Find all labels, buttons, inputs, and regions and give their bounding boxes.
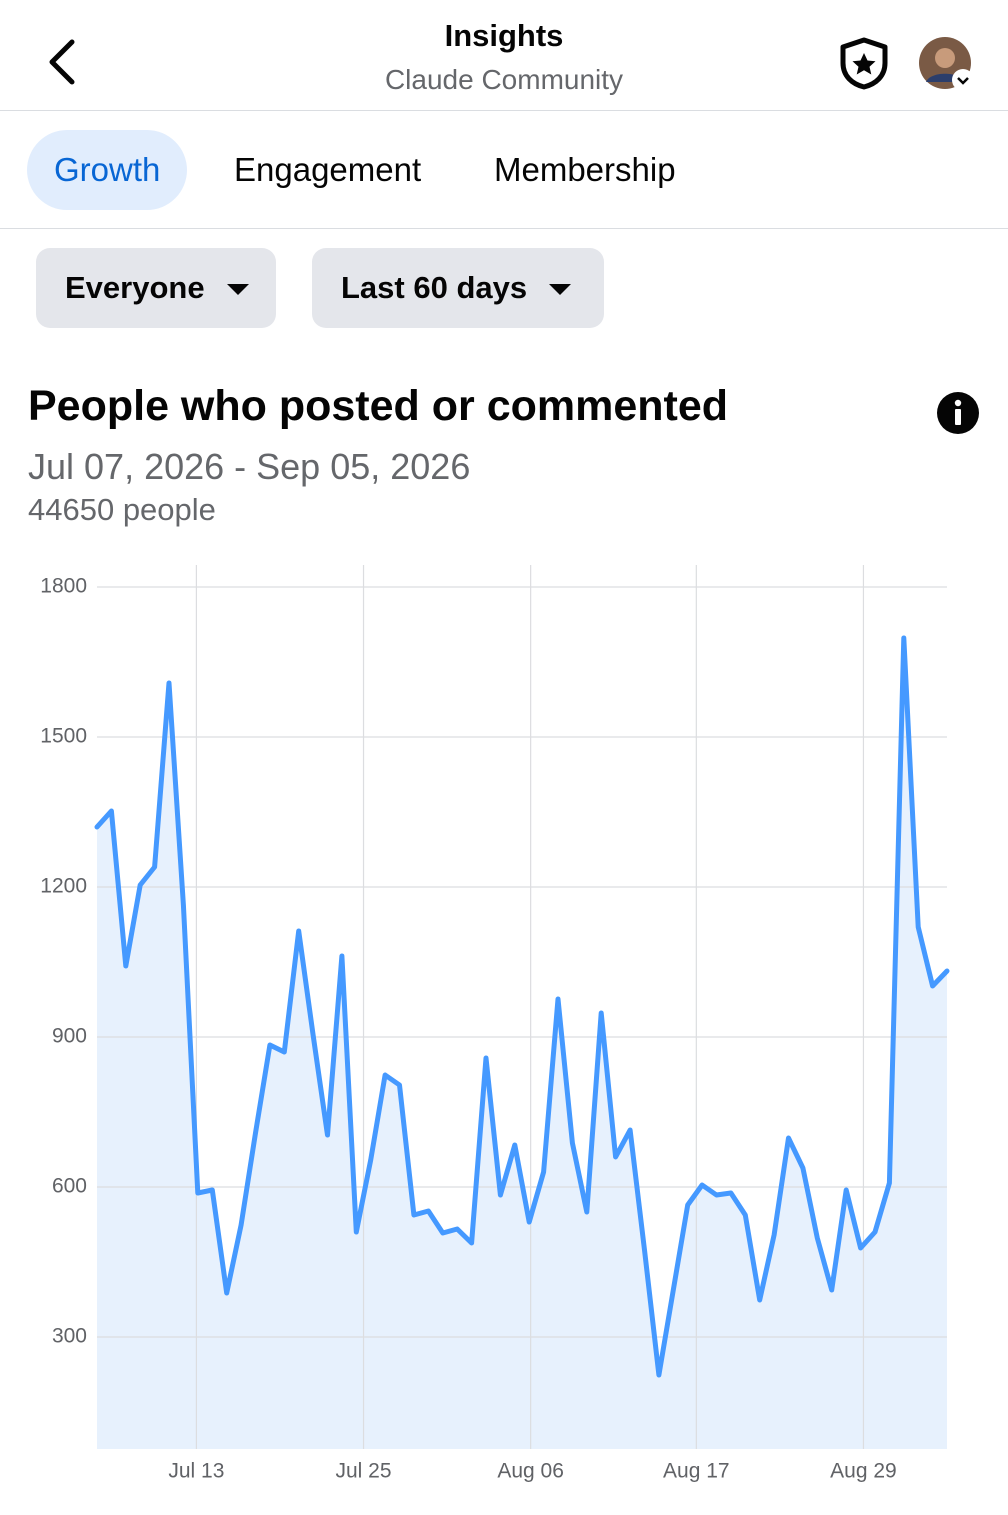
y-tick-label: 1500: [40, 725, 87, 748]
admin-shield[interactable]: [838, 36, 890, 90]
x-tick-label: Aug 06: [497, 1460, 564, 1483]
tab[interactable]: Growth: [27, 130, 188, 210]
chart-title: People who posted or commented: [28, 382, 729, 430]
x-tick-label: Jul 25: [336, 1460, 392, 1483]
filter-dropdown[interactable]: Last 60 days: [312, 248, 604, 328]
filter-dropdown[interactable]: Everyone: [36, 248, 276, 328]
x-tick-label: Jul 13: [168, 1460, 224, 1483]
chart-date-range: Jul 07, 2026 - Sep 05, 2026: [28, 446, 471, 487]
profile-avatar[interactable]: [918, 36, 976, 94]
header-subtitle: Claude Community: [384, 64, 624, 95]
tab[interactable]: Membership: [494, 151, 676, 188]
back-button[interactable]: [40, 38, 80, 86]
header-title: Insights: [444, 18, 564, 53]
y-tick-label: 600: [52, 1175, 87, 1198]
info-button[interactable]: [936, 391, 980, 435]
filter-label: Everyone: [65, 270, 205, 305]
x-tick-label: Aug 29: [830, 1460, 897, 1483]
y-tick-label: 1200: [40, 875, 87, 898]
caret-icon: [226, 284, 249, 296]
chart: 300 600 900 1200 1500 1800 Jul 13 Jul 25 Aug 06 A…: [40, 565, 950, 1483]
line: [94, 635, 950, 1378]
chart-summary: 44650 people: [28, 492, 216, 527]
divider: [0, 228, 1008, 229]
x-tick-label: Aug 17: [663, 1460, 730, 1483]
area-fill: [97, 638, 947, 1449]
y-tick-label: 900: [52, 1025, 87, 1048]
y-tick-label: 1800: [40, 575, 87, 598]
caret-icon: [549, 284, 572, 296]
tab[interactable]: Engagement: [234, 151, 422, 188]
filter-label: Last 60 days: [341, 270, 528, 305]
divider: [0, 110, 1008, 111]
y-tick-label: 300: [52, 1325, 87, 1348]
